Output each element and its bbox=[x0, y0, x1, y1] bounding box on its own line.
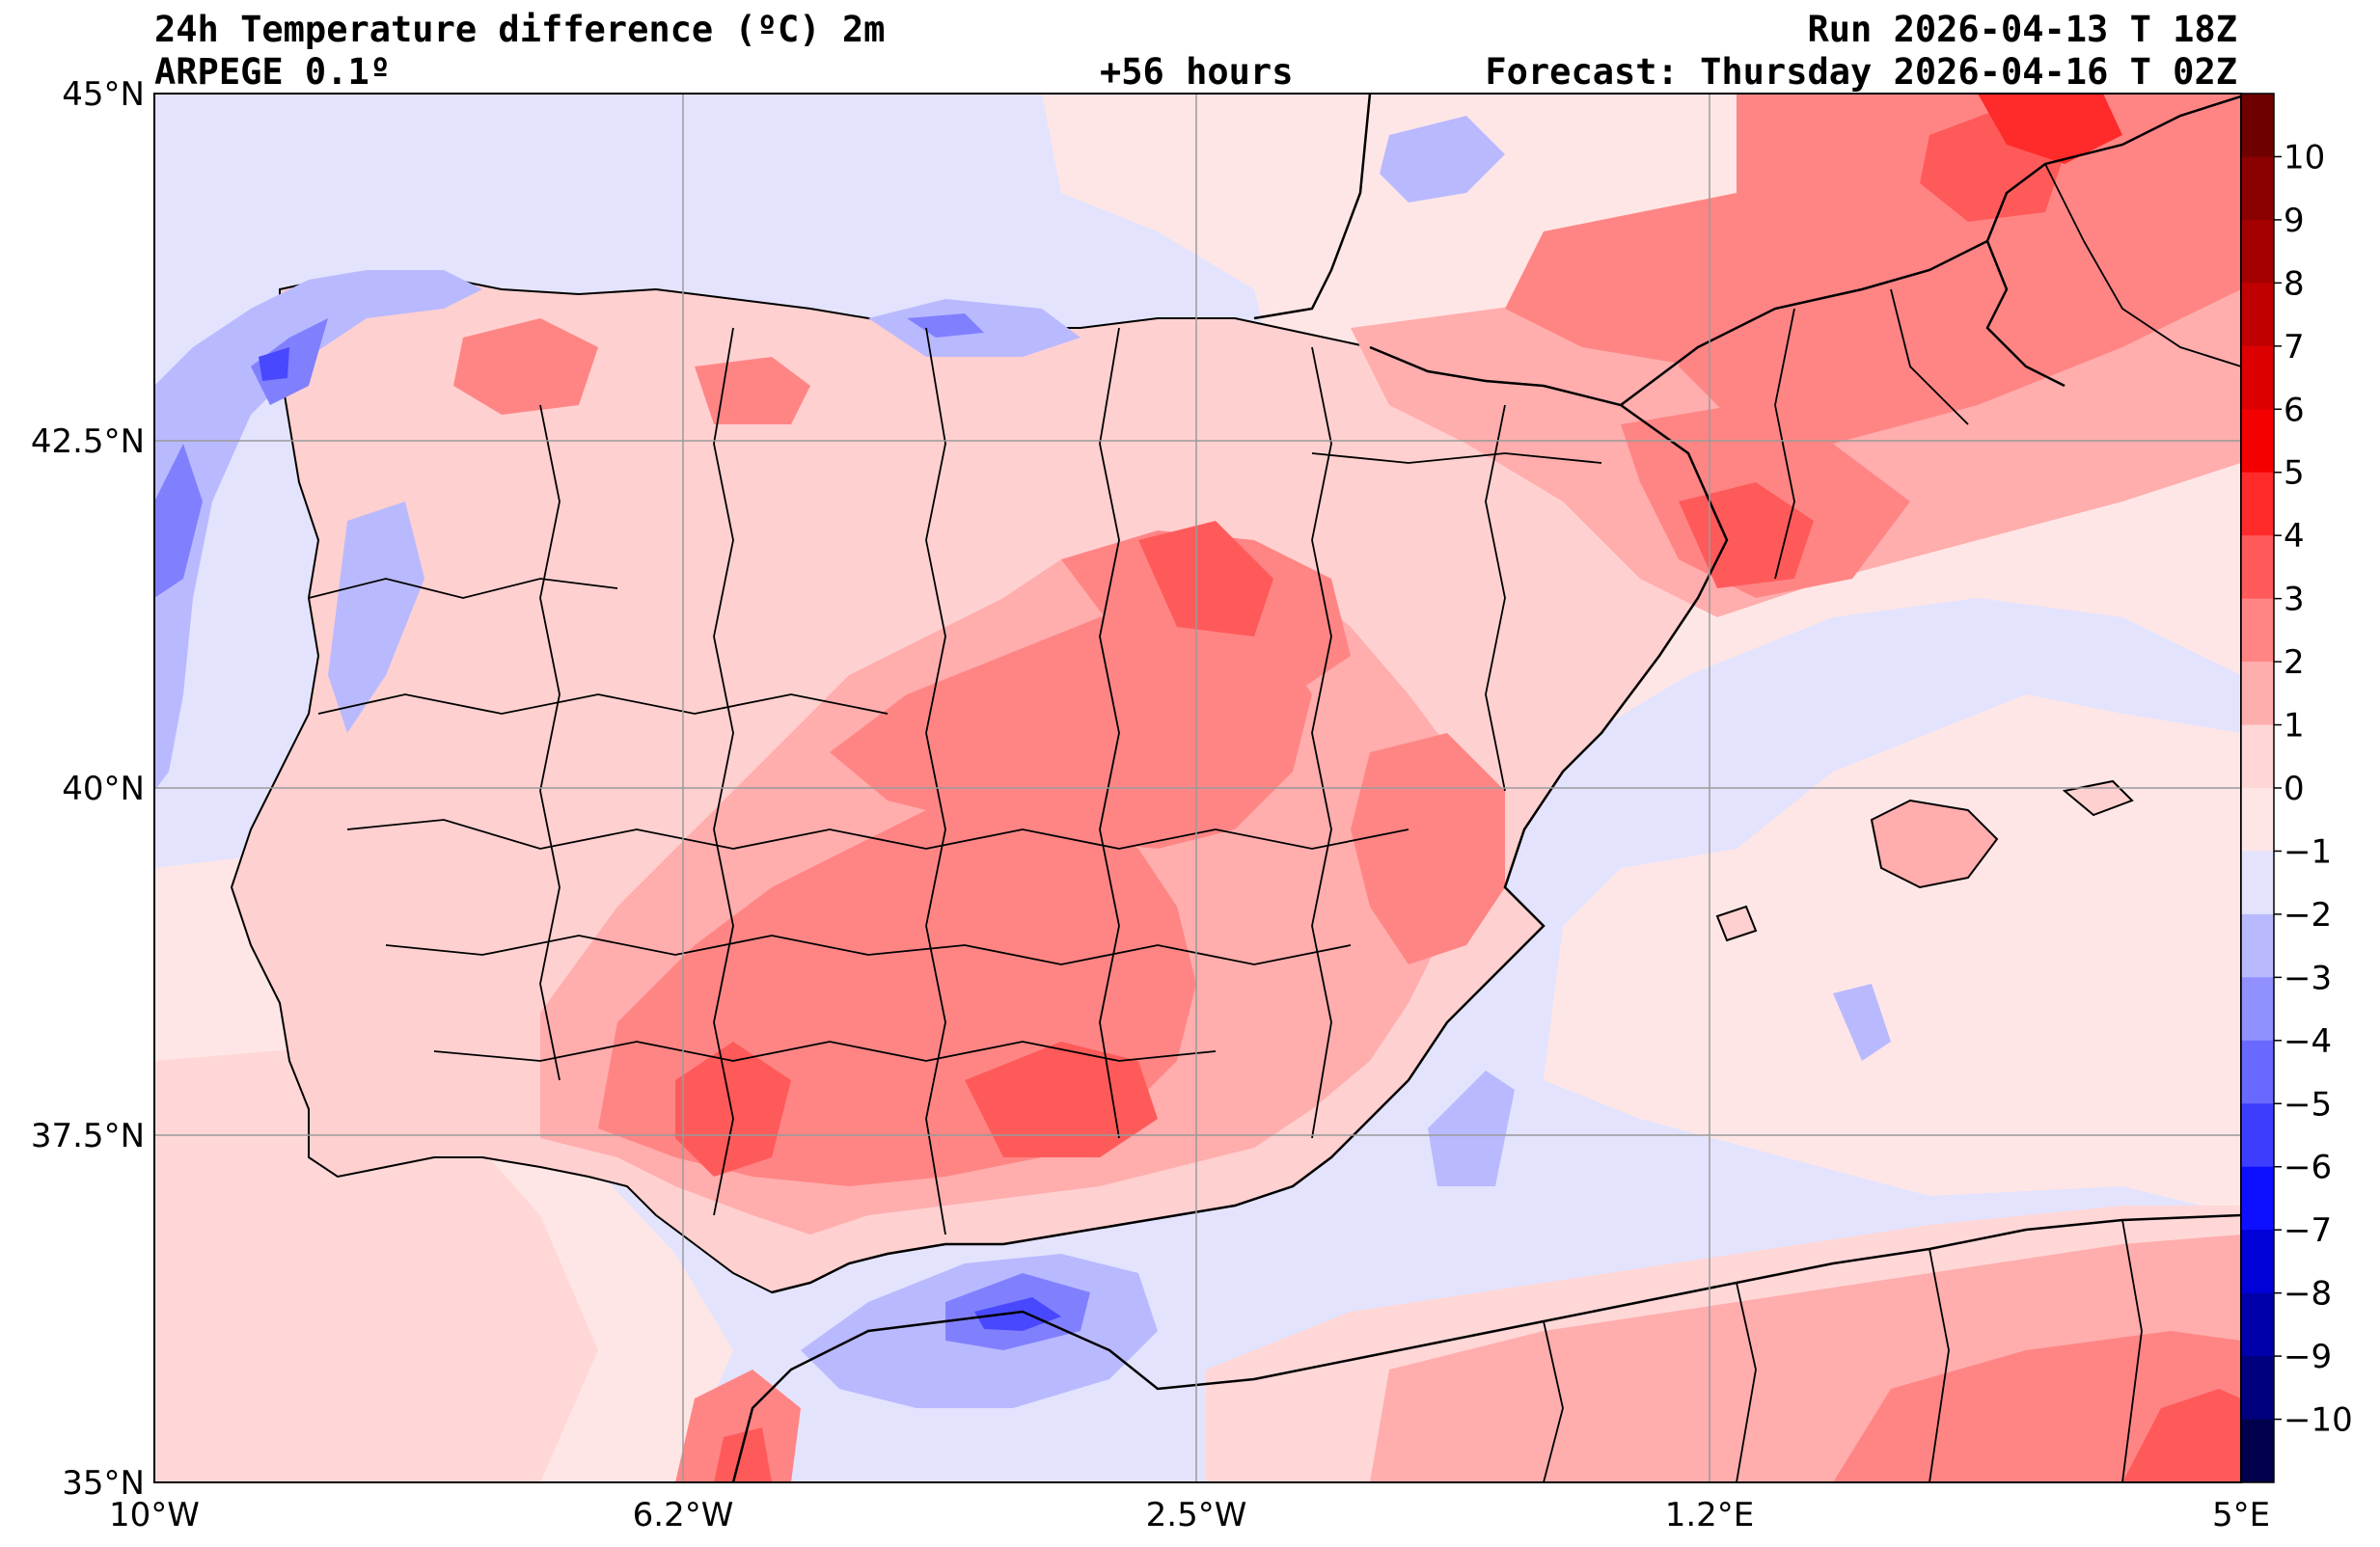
colorbar-label: 6 bbox=[2284, 391, 2305, 429]
colorbar-segment bbox=[2241, 662, 2274, 726]
colorbar-label: 8 bbox=[2284, 264, 2305, 303]
colorbar-label: 7 bbox=[2284, 328, 2305, 366]
colorbar-segment bbox=[2241, 1292, 2274, 1357]
colorbar-segment bbox=[2241, 724, 2274, 789]
map-title: 24h Temperature difference (ºC) 2m bbox=[154, 9, 886, 50]
colorbar-segment bbox=[2241, 913, 2274, 978]
lon-label-6-2w: 6.2°W bbox=[633, 1496, 734, 1534]
graticule bbox=[154, 94, 2241, 1482]
colorbar-segment bbox=[2241, 1419, 2274, 1483]
colorbar-label: 5 bbox=[2284, 454, 2305, 493]
colorbar-segment bbox=[2241, 1166, 2274, 1231]
lon-label-2-5w: 2.5°W bbox=[1146, 1496, 1247, 1534]
colorbar-segment bbox=[2241, 156, 2274, 221]
lat-labels: 45°N 42.5°N 40°N 37.5°N 35°N bbox=[31, 75, 145, 1503]
colorbar-segment bbox=[2241, 851, 2274, 915]
lat-label-42-5: 42.5°N bbox=[31, 422, 145, 461]
colorbar-label: 3 bbox=[2284, 581, 2305, 619]
lat-label-35: 35°N bbox=[62, 1464, 145, 1503]
colorbar-label: −10 bbox=[2284, 1401, 2353, 1440]
colorbar-label: 0 bbox=[2284, 770, 2305, 808]
colorbar-label: −3 bbox=[2284, 959, 2332, 997]
lat-label-45: 45°N bbox=[62, 75, 145, 114]
lat-label-40: 40°N bbox=[62, 770, 145, 808]
colorbar-label: −1 bbox=[2284, 832, 2332, 871]
colorbar-segment bbox=[2241, 1103, 2274, 1168]
admin-borders bbox=[308, 163, 2241, 1482]
lon-labels: 10°W 6.2°W 2.5°W 1.2°E 5°E bbox=[109, 1496, 2270, 1534]
lon-label-10w: 10°W bbox=[109, 1496, 200, 1534]
colorbar-segment bbox=[2241, 409, 2274, 474]
colorbar-label: 1 bbox=[2284, 707, 2305, 746]
colorbar-label: −8 bbox=[2284, 1275, 2332, 1314]
colorbar-label: −7 bbox=[2284, 1211, 2332, 1250]
colorbar-segment bbox=[2241, 345, 2274, 410]
colorbar-segment bbox=[2241, 94, 2274, 157]
colorbar-segment bbox=[2241, 535, 2274, 600]
lon-label-1-2e: 1.2°E bbox=[1665, 1496, 1755, 1534]
colorbar-label: −9 bbox=[2284, 1338, 2332, 1376]
colorbar-label: 9 bbox=[2284, 202, 2305, 240]
colorbar-segment bbox=[2241, 788, 2274, 852]
colorbar bbox=[2240, 93, 2275, 1483]
colorbar-label: 2 bbox=[2284, 643, 2305, 682]
colorbar-segment bbox=[2241, 1356, 2274, 1421]
colorbar-label: −4 bbox=[2284, 1022, 2332, 1061]
colorbar-label: −6 bbox=[2284, 1149, 2332, 1187]
colorbar-segment bbox=[2241, 472, 2274, 536]
colorbar-label: −2 bbox=[2284, 896, 2332, 935]
forecast-time: Forecast: Thursday 2026-04-16 T 02Z bbox=[1485, 51, 2237, 93]
lon-label-5e: 5°E bbox=[2212, 1496, 2270, 1534]
coastlines bbox=[731, 94, 2241, 1482]
colorbar-segment bbox=[2241, 1040, 2274, 1104]
colorbar-label: 10 bbox=[2284, 138, 2325, 176]
colorbar-segment bbox=[2241, 977, 2274, 1042]
lat-label-37-5: 37.5°N bbox=[31, 1117, 145, 1155]
run-time: Run 2026-04-13 T 18Z bbox=[1807, 9, 2237, 50]
colorbar-label: −5 bbox=[2284, 1085, 2332, 1124]
colorbar-segment bbox=[2241, 283, 2274, 347]
lead-time: +56 hours bbox=[1100, 51, 1294, 93]
model-name: ARPEGE 0.1º bbox=[154, 51, 392, 93]
colorbar-label: 4 bbox=[2284, 517, 2305, 556]
colorbar-segment bbox=[2241, 598, 2274, 663]
colorbar-segment bbox=[2241, 219, 2274, 284]
colorbar-segment bbox=[2241, 1230, 2274, 1294]
